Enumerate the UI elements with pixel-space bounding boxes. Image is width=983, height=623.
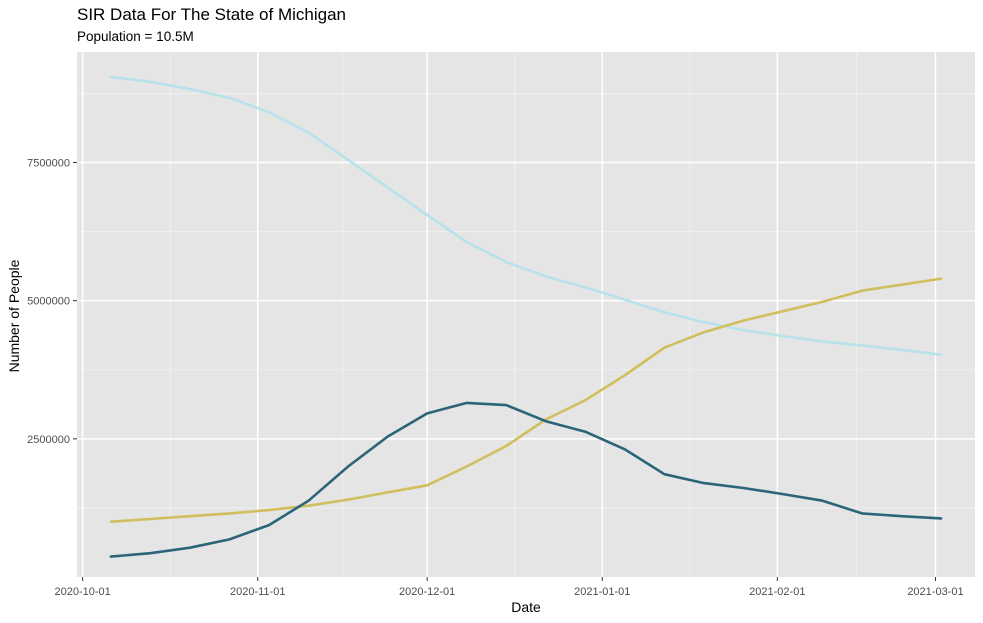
y-tick-label: 5000000 bbox=[27, 296, 70, 308]
series-line-1 bbox=[109, 75, 943, 357]
x-tick-label: 2021-03-01 bbox=[907, 586, 963, 598]
y-axis: 2500000 5000000 7500000 bbox=[27, 158, 77, 446]
chart-title: SIR Data For The State of Michigan bbox=[77, 5, 346, 24]
series-line-3 bbox=[109, 401, 943, 558]
chart-subtitle: Population = 10.5M bbox=[77, 29, 194, 44]
series-lines bbox=[109, 75, 943, 558]
x-tick-label: 2021-01-01 bbox=[574, 586, 630, 598]
x-axis: 2020-10-01 2020-11-01 2020-12-01 2021-01-01… bbox=[55, 577, 964, 598]
series-line-2 bbox=[109, 277, 943, 524]
plot-panel bbox=[77, 52, 975, 577]
x-tick-label: 2021-02-01 bbox=[749, 586, 805, 598]
x-axis-title: Date bbox=[511, 599, 541, 615]
x-tick-label: 2020-11-01 bbox=[230, 586, 285, 598]
x-tick-label: 2020-12-01 bbox=[399, 586, 455, 598]
y-tick-label: 2500000 bbox=[27, 434, 70, 446]
y-axis-title: Number of People bbox=[6, 259, 22, 373]
x-tick-label: 2020-10-01 bbox=[55, 586, 111, 598]
y-tick-label: 7500000 bbox=[27, 158, 70, 170]
minor-gridlines bbox=[77, 52, 975, 577]
